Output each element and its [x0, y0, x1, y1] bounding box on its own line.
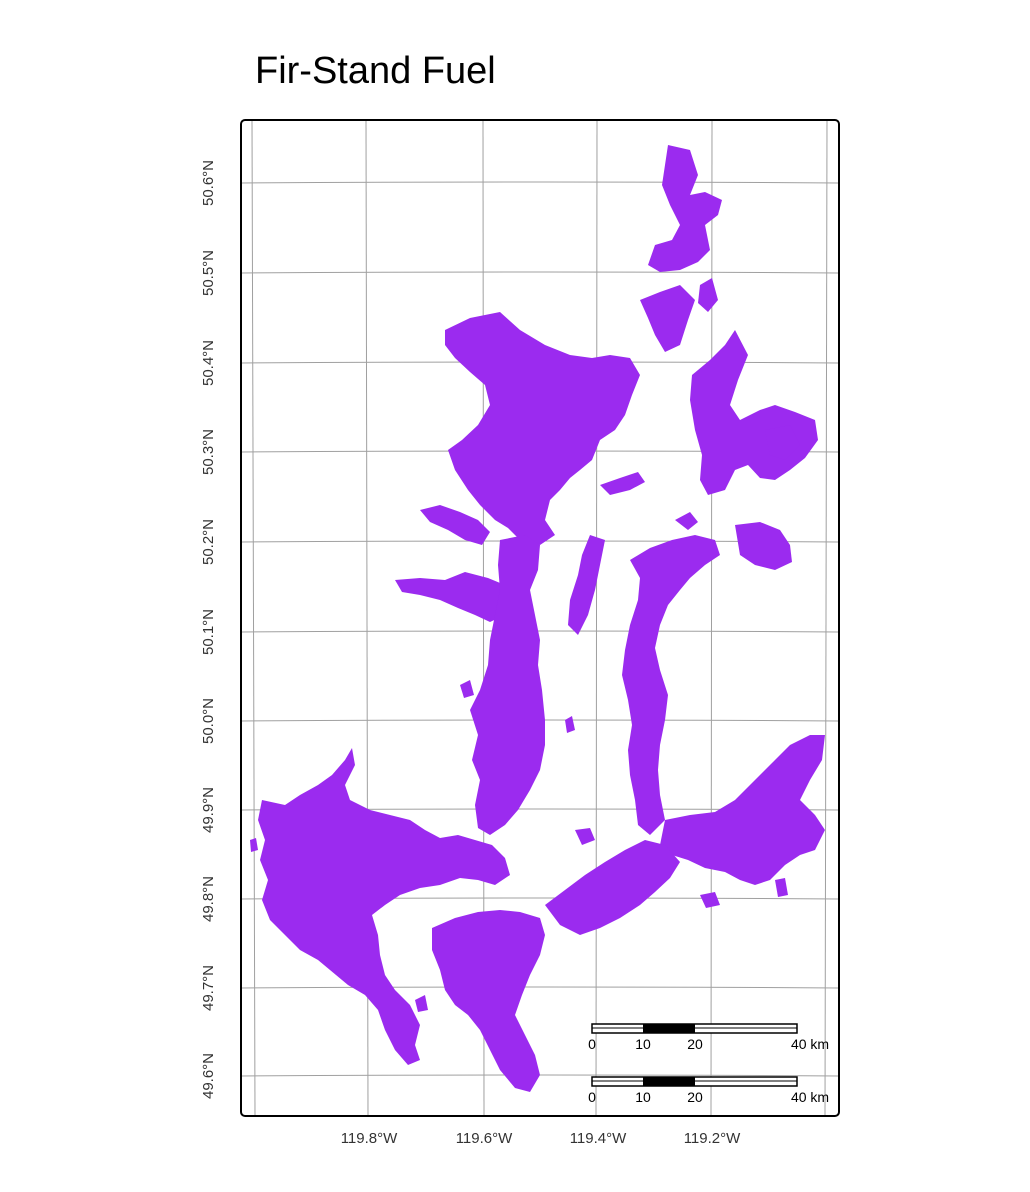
scale-bar-label: 20	[687, 1089, 703, 1105]
lat-tick-label: 49.7°N	[200, 965, 217, 1011]
scale-bar: 0 10 20 40 km	[588, 1076, 829, 1105]
parallel-50.6	[241, 181, 839, 184]
fuel-patch	[700, 892, 720, 908]
lat-tick-label: 50.4°N	[200, 340, 217, 386]
fuel-patch	[460, 680, 474, 698]
parallel-50.5	[241, 271, 839, 274]
lat-tick-label: 50.3°N	[200, 429, 217, 475]
meridian-119.4	[595, 120, 598, 1116]
lat-tick-label: 50.5°N	[200, 250, 217, 296]
map-title: Fir-Stand Fuel	[255, 50, 496, 92]
fuel-patch	[445, 312, 640, 545]
fuel-patch	[640, 285, 695, 352]
fuel-patch	[470, 535, 545, 835]
fuel-patch	[258, 748, 510, 1065]
scale-bar: 0 10 20 40 km	[588, 1023, 829, 1052]
map-panel-border	[240, 119, 840, 1117]
fuel-patch	[600, 472, 645, 495]
meridian-119.0	[824, 120, 828, 1116]
scale-bar-label: 40 km	[791, 1036, 829, 1052]
fuel-patch	[395, 572, 515, 622]
lat-tick-label: 50.6°N	[200, 160, 217, 206]
lon-tick-label: 119.4°W	[570, 1130, 627, 1147]
scale-bar-label: 20	[687, 1036, 703, 1052]
parallel-50.1	[241, 630, 839, 633]
parallel-49.6	[241, 1074, 839, 1077]
fuel-patch	[568, 535, 605, 635]
fuel-patch	[575, 828, 595, 845]
fuel-patch	[648, 145, 722, 272]
fuel-patch	[735, 522, 792, 570]
lat-tick-label: 49.6°N	[200, 1053, 217, 1099]
lat-tick-label: 50.1°N	[200, 609, 217, 655]
scale-bar-label: 40 km	[791, 1089, 829, 1105]
lon-tick-label: 119.6°W	[456, 1130, 513, 1147]
fuel-patch	[690, 330, 818, 495]
lat-tick-label: 50.0°N	[200, 698, 217, 744]
lat-tick-label: 49.9°N	[200, 787, 217, 833]
lon-tick-label: 119.2°W	[684, 1130, 741, 1147]
fuel-patch	[415, 995, 428, 1012]
fir-stand-fuel-layer	[250, 145, 825, 1092]
scale-bar-label: 10	[635, 1089, 651, 1105]
fuel-patch	[775, 878, 788, 897]
lon-tick-label: 119.8°W	[341, 1130, 398, 1147]
lat-tick-label: 50.2°N	[200, 519, 217, 565]
fuel-patch	[660, 735, 825, 885]
lat-tick-label: 49.8°N	[200, 876, 217, 922]
fuel-patch	[565, 716, 575, 733]
fuel-patch	[765, 425, 800, 460]
scale-bar-label: 10	[635, 1036, 651, 1052]
meridian-120.0	[251, 120, 256, 1116]
fuel-patch	[698, 278, 718, 312]
scale-bar-label: 0	[588, 1036, 596, 1052]
meridian-119.2	[710, 120, 713, 1116]
fuel-patch	[675, 512, 698, 530]
scale-bar-label: 0	[588, 1089, 596, 1105]
fuel-patch	[432, 910, 545, 1092]
fuel-patch	[622, 535, 720, 835]
fuel-patch	[250, 838, 258, 852]
fuel-patch	[545, 840, 680, 935]
fuel-patch	[420, 505, 490, 545]
parallel-49.7	[241, 986, 839, 989]
